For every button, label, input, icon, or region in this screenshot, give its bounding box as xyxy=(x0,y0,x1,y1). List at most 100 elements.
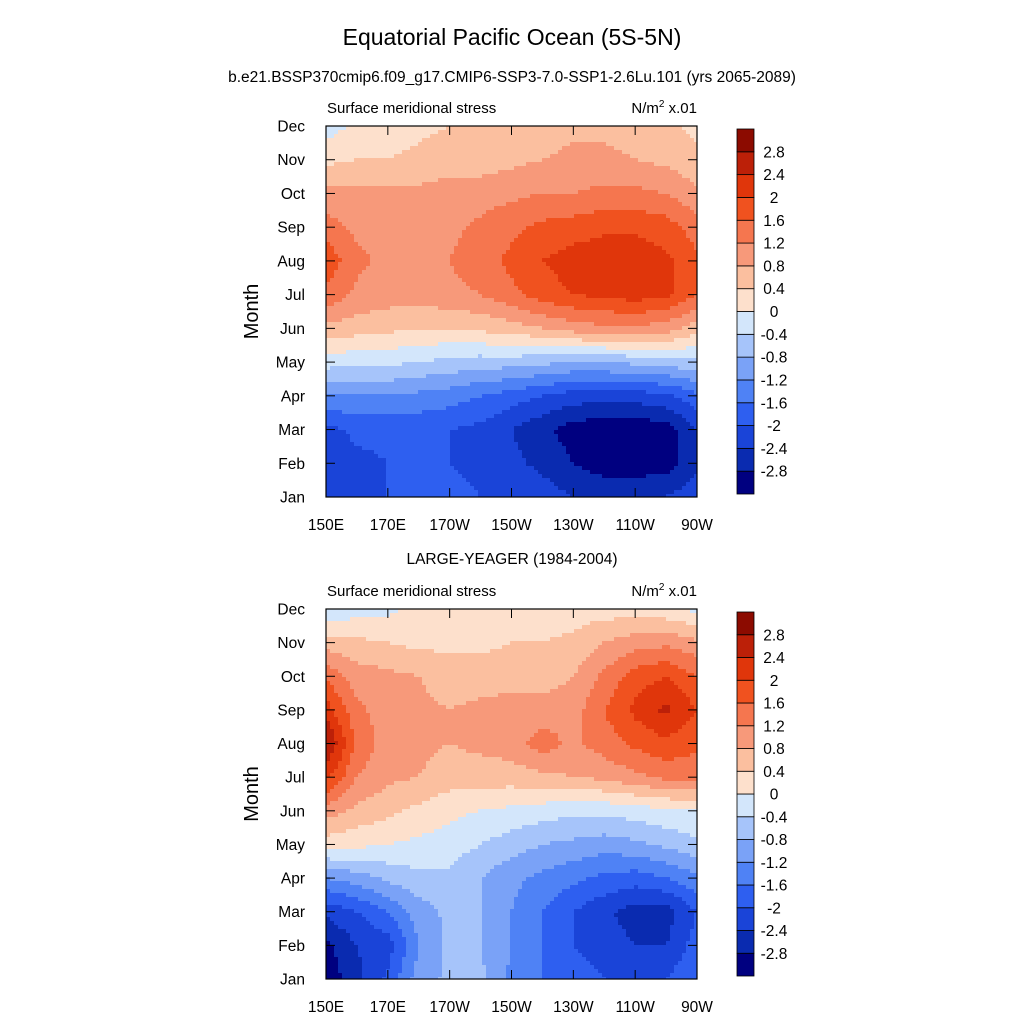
heatmap-cell xyxy=(666,134,671,139)
heatmap-cell xyxy=(358,194,363,199)
heatmap-cell xyxy=(658,210,663,215)
heatmap-cell xyxy=(334,158,339,163)
heatmap-cell xyxy=(442,286,447,291)
heatmap-cell xyxy=(478,306,483,311)
heatmap-cell xyxy=(494,214,499,219)
heatmap-cell xyxy=(578,230,583,235)
heatmap-cell xyxy=(546,262,551,267)
heatmap-cell xyxy=(514,338,519,343)
heatmap-cell xyxy=(406,262,411,267)
heatmap-cell xyxy=(470,202,475,207)
heatmap-cell xyxy=(402,230,407,235)
heatmap-cell xyxy=(434,174,439,179)
heatmap-cell xyxy=(610,186,615,191)
heatmap-cell xyxy=(674,254,679,259)
heatmap-cell xyxy=(618,214,623,219)
heatmap-cell xyxy=(510,318,515,323)
heatmap-cell xyxy=(366,302,371,307)
heatmap-cell xyxy=(406,274,411,279)
heatmap-cell xyxy=(390,242,395,247)
heatmap-cell xyxy=(346,190,351,195)
heatmap-cell xyxy=(598,202,603,207)
heatmap-cell xyxy=(654,182,659,187)
heatmap-cell xyxy=(642,274,647,279)
heatmap-cell xyxy=(498,198,503,203)
heatmap-cell xyxy=(438,198,443,203)
heatmap-cell xyxy=(570,126,575,131)
heatmap-cell xyxy=(594,210,599,215)
heatmap-cell xyxy=(650,218,655,223)
heatmap-cell xyxy=(418,150,423,155)
heatmap-cell xyxy=(438,278,443,283)
heatmap-cell xyxy=(650,222,655,227)
heatmap-cell xyxy=(658,334,663,339)
heatmap-cell xyxy=(634,314,639,319)
heatmap-cell xyxy=(638,290,643,295)
heatmap-cell xyxy=(550,326,555,331)
heatmap-cell xyxy=(402,322,407,327)
heatmap-cell xyxy=(514,298,519,303)
heatmap-cell xyxy=(326,130,331,135)
heatmap-cell xyxy=(646,294,651,299)
heatmap-cell xyxy=(586,166,591,171)
heatmap-cell xyxy=(446,238,451,243)
heatmap-cell xyxy=(434,162,439,167)
heatmap-cell xyxy=(478,150,483,155)
heatmap-cell xyxy=(346,218,351,223)
heatmap-cell xyxy=(622,294,627,299)
heatmap-cell xyxy=(374,270,379,275)
heatmap-cell xyxy=(502,286,507,291)
heatmap-cell xyxy=(442,174,447,179)
heatmap-cell xyxy=(466,226,471,231)
heatmap-cell xyxy=(562,138,567,143)
heatmap-cell xyxy=(398,126,403,131)
heatmap-cell xyxy=(490,194,495,199)
heatmap-cell xyxy=(390,266,395,271)
heatmap-cell xyxy=(570,330,575,335)
heatmap-cell xyxy=(506,322,511,327)
heatmap-cell xyxy=(550,286,555,291)
heatmap-cell xyxy=(346,286,351,291)
heatmap-cell xyxy=(394,198,399,203)
heatmap-cell xyxy=(666,210,671,215)
heatmap-cell xyxy=(598,306,603,311)
heatmap-cell xyxy=(358,266,363,271)
heatmap-cell xyxy=(618,254,623,259)
heatmap-cell xyxy=(594,310,599,315)
heatmap-cell xyxy=(474,282,479,287)
heatmap-cell xyxy=(522,142,527,147)
heatmap-cell xyxy=(642,266,647,271)
heatmap-cell xyxy=(626,246,631,251)
heatmap-cell xyxy=(386,310,391,315)
heatmap-cell xyxy=(526,302,531,307)
heatmap-cell xyxy=(494,290,499,295)
heatmap-cell xyxy=(554,198,559,203)
heatmap-cell xyxy=(502,334,507,339)
heatmap-cell xyxy=(438,246,443,251)
heatmap-cell xyxy=(630,134,635,139)
heatmap-cell xyxy=(502,158,507,163)
heatmap-cell xyxy=(438,154,443,159)
heatmap-cell xyxy=(570,146,575,151)
heatmap-cell xyxy=(530,222,535,227)
heatmap-cell xyxy=(350,162,355,167)
heatmap-cell xyxy=(406,134,411,139)
heatmap-cell xyxy=(350,254,355,259)
heatmap-cell xyxy=(598,190,603,195)
heatmap-cell xyxy=(558,134,563,139)
heatmap-cell xyxy=(386,174,391,179)
heatmap-cell xyxy=(590,322,595,327)
heatmap-cell xyxy=(486,258,491,263)
heatmap-cell xyxy=(622,146,627,151)
heatmap-cell xyxy=(446,138,451,143)
heatmap-cell xyxy=(382,242,387,247)
heatmap-cell xyxy=(494,190,499,195)
heatmap-cell xyxy=(414,194,419,199)
heatmap-cell xyxy=(630,322,635,327)
heatmap-cell xyxy=(650,242,655,247)
heatmap-cell xyxy=(342,266,347,271)
heatmap-cell xyxy=(346,262,351,267)
heatmap-cell xyxy=(646,138,651,143)
heatmap-cell xyxy=(542,226,547,231)
heatmap-cell xyxy=(666,158,671,163)
